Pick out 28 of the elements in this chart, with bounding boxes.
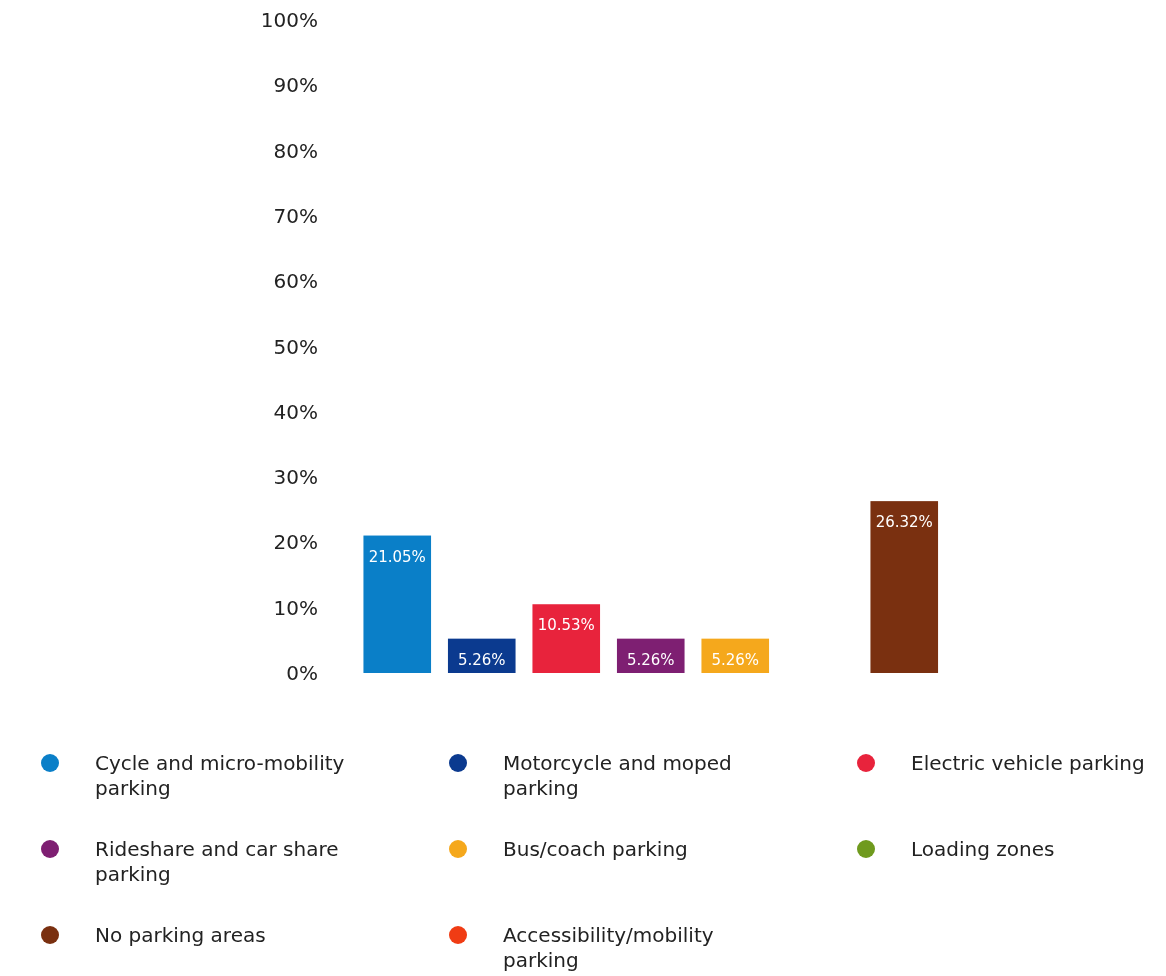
y-tick-label: 30% [273, 465, 318, 490]
bar [363, 535, 432, 673]
data-label: 21.05% [368, 547, 426, 566]
legend-label: Bus/coach parking [503, 837, 688, 861]
data-label: 26.32% [875, 513, 933, 532]
bar [870, 501, 939, 673]
y-tick-label: 0% [286, 661, 318, 685]
legend-label: Cycle and micro-mobility parking [95, 751, 345, 800]
y-tick-label: 100% [260, 8, 318, 32]
legend-label: No parking areas [95, 923, 266, 947]
data-label: 5.26% [626, 650, 675, 669]
y-tick-label: 60% [273, 269, 318, 294]
y-tick-label: 10% [273, 595, 318, 620]
data-label: 10.53% [537, 616, 595, 635]
bar [532, 604, 601, 673]
y-tick-label: 50% [273, 334, 318, 359]
y-tick-label: 80% [273, 138, 318, 163]
y-tick-label: 90% [273, 73, 318, 98]
legend-label: Loading zones [911, 837, 1055, 861]
data-label: 5.26% [457, 650, 506, 669]
legend-label: Electric vehicle parking [911, 751, 1145, 775]
legend-label: Rideshare and car share parking [95, 837, 339, 886]
y-tick-label: 20% [273, 530, 318, 555]
y-tick-label: 70% [273, 203, 318, 228]
y-tick-label: 40% [273, 399, 318, 424]
legend-label: Accessibility/mobility parking [503, 923, 714, 972]
data-label: 5.26% [711, 650, 760, 669]
legend-label: Motorcycle and moped parking [503, 751, 732, 800]
